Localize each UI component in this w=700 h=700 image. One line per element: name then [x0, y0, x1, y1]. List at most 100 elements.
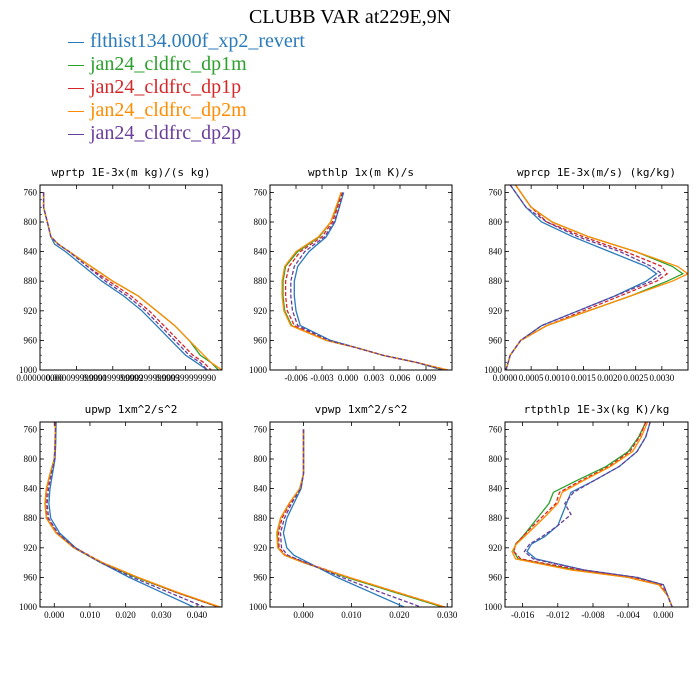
x-tick-label: 0.0010: [545, 373, 570, 383]
chart-panel: rtpthlp 1E-3x(kg K)/kg 760 800 840 880 920 960…: [484, 403, 689, 620]
legend-swatch: [68, 87, 84, 89]
series-line: [505, 185, 664, 370]
legend: flthist134.000f_xp2_revert jan24_cldfrc_…: [68, 30, 305, 145]
legend-swatch: [68, 41, 84, 43]
x-tick-label: 0.006: [390, 373, 411, 383]
y-tick-label: 760: [24, 424, 38, 434]
y-tick-label: 840: [489, 247, 503, 257]
series-line: [293, 192, 444, 370]
x-tick-label: 0.000099999990: [46, 373, 107, 383]
x-tick-label: 0.030: [437, 610, 458, 620]
y-tick-label: 840: [24, 484, 38, 494]
plot-frame: [504, 184, 689, 371]
panel-title: wprtp 1E-3x(m kg)/(s kg): [52, 166, 211, 179]
x-tick-label: 0.000399999990: [155, 373, 216, 383]
figure-title: CLUBB VAR at229E,9N: [248, 6, 452, 28]
series-group: [276, 429, 445, 607]
y-tick-label: 1000: [19, 602, 38, 612]
series-line: [42, 192, 222, 370]
y-tick-label: 880: [24, 513, 38, 523]
series-line: [513, 422, 673, 607]
y-tick-label: 1000: [19, 365, 38, 375]
y-tick-label: 960: [489, 572, 503, 582]
panel-title: rtpthlp 1E-3x(kg K)/kg: [524, 403, 670, 416]
legend-item: jan24_cldfrc_dp2m: [68, 99, 305, 122]
legend-label: jan24_cldfrc_dp1m: [90, 53, 247, 75]
x-tick-label: -0.012: [546, 610, 569, 620]
x-tick-label: 0.0005: [519, 373, 544, 383]
y-tick-label: 1000: [249, 602, 268, 612]
y-tick-label: 1000: [484, 365, 503, 375]
x-tick-label: -0.008: [581, 610, 605, 620]
chart-panel: vpwp 1xm^2/s^2 760 800 840 880 920 960 1000 0.00…: [249, 403, 458, 620]
legend-label: jan24_cldfrc_dp2p: [90, 122, 242, 144]
y-tick-label: 920: [24, 306, 38, 316]
y-tick-label: 840: [254, 247, 268, 257]
legend-swatch: [68, 110, 84, 112]
x-tick-label: 0.000: [44, 610, 65, 620]
y-tick-label: 840: [489, 484, 503, 494]
plot-frame: [504, 421, 689, 608]
y-tick-label: 800: [254, 217, 268, 227]
x-tick-label: -0.004: [617, 610, 641, 620]
x-tick-label: 0.0015: [571, 373, 596, 383]
plot-frame: [39, 184, 223, 371]
legend-label: jan24_cldfrc_dp1p: [90, 76, 242, 98]
x-tick-label: 0.000299999999: [119, 373, 180, 383]
legend-item: jan24_cldfrc_dp1p: [68, 76, 305, 99]
panel-title: vpwp 1xm^2/s^2: [315, 403, 408, 416]
x-tick-label: 0.020: [389, 610, 410, 620]
series-group: [44, 422, 221, 607]
series-line: [282, 429, 405, 607]
legend-item: flthist134.000f_xp2_revert: [68, 30, 305, 53]
y-tick-label: 800: [254, 454, 268, 464]
y-tick-label: 920: [24, 543, 38, 553]
y-tick-label: 800: [489, 217, 503, 227]
plot-frame: [269, 184, 453, 371]
series-group: [505, 185, 688, 370]
x-tick-label: 0.003: [364, 373, 385, 383]
y-tick-label: 800: [24, 454, 38, 464]
y-tick-label: 920: [489, 306, 503, 316]
y-tick-label: 960: [254, 335, 268, 345]
y-tick-label: 960: [24, 572, 38, 582]
y-tick-label: 960: [24, 335, 38, 345]
series-group: [42, 192, 222, 370]
y-tick-label: 880: [254, 513, 268, 523]
chart-panel: wprcp 1E-3x(m/s) (kg/kg) 760 800 840 880 920 9…: [484, 166, 689, 383]
series-line: [48, 422, 194, 607]
series-line: [505, 185, 669, 370]
x-tick-label: 0.009: [416, 373, 437, 383]
x-tick-label: 0.0025: [623, 373, 648, 383]
x-tick-label: 0.0000: [493, 373, 518, 383]
y-tick-label: 880: [254, 276, 268, 286]
series-line: [281, 192, 448, 370]
x-tick-label: 0.000: [653, 610, 674, 620]
x-tick-label: 0.020: [116, 610, 137, 620]
x-tick-label: 0.030: [151, 610, 172, 620]
x-tick-label: 0.010: [80, 610, 101, 620]
x-tick-label: 0.010: [341, 610, 362, 620]
y-tick-label: 1000: [484, 602, 503, 612]
y-tick-label: 920: [254, 306, 268, 316]
panel-title: wpthlp 1x(m K)/s: [308, 166, 414, 179]
x-tick-label: -0.006: [284, 373, 308, 383]
y-tick-label: 840: [24, 247, 38, 257]
series-line: [505, 185, 658, 370]
legend-item: jan24_cldfrc_dp1m: [68, 53, 305, 76]
series-line: [284, 192, 448, 370]
plot-frame: [39, 421, 223, 608]
x-tick-label: -0.016: [511, 610, 535, 620]
y-tick-label: 760: [24, 187, 38, 197]
y-tick-label: 880: [489, 513, 503, 523]
x-tick-label: 0.000: [338, 373, 359, 383]
series-line: [511, 422, 673, 607]
y-tick-label: 760: [254, 187, 268, 197]
y-tick-label: 760: [489, 187, 503, 197]
x-tick-label: 0.0020: [597, 373, 622, 383]
y-tick-label: 760: [254, 424, 268, 434]
y-tick-label: 760: [489, 424, 503, 434]
x-tick-label: 0.000: [293, 610, 314, 620]
plot-frame: [269, 421, 453, 608]
series-line: [42, 192, 208, 370]
